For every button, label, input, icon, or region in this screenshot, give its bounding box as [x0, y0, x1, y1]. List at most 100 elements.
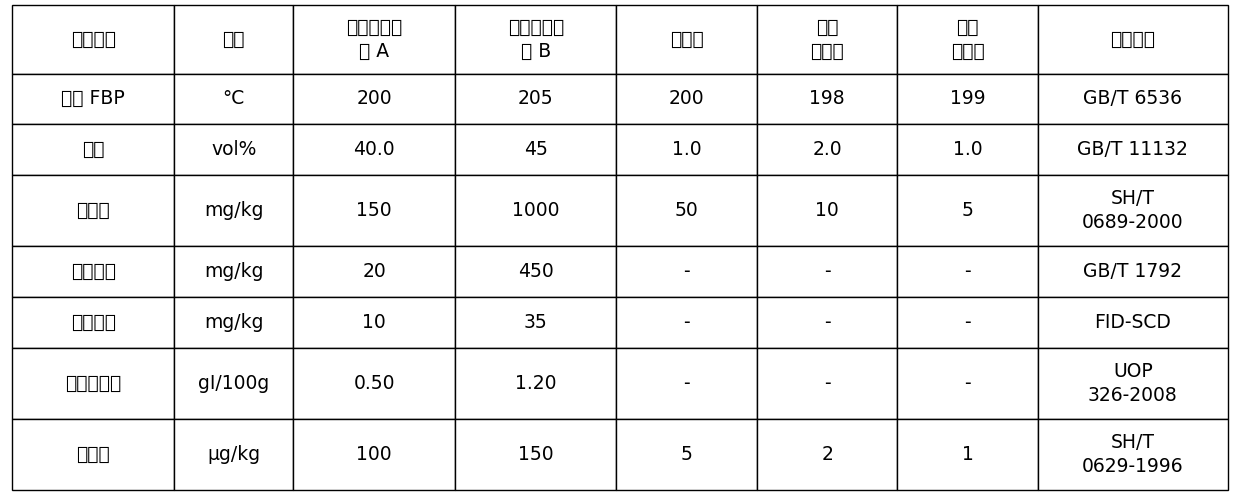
- Bar: [756, 124, 898, 175]
- Text: 205: 205: [518, 90, 553, 108]
- Bar: [455, 175, 616, 246]
- Text: GB/T 6536: GB/T 6536: [1084, 90, 1182, 108]
- Bar: [1038, 419, 1228, 490]
- Text: 198: 198: [810, 90, 844, 108]
- Bar: [294, 5, 455, 74]
- Bar: [898, 124, 1038, 175]
- Bar: [898, 5, 1038, 74]
- Text: μg/kg: μg/kg: [207, 445, 260, 464]
- Text: -: -: [965, 313, 971, 332]
- Bar: [174, 419, 294, 490]
- Text: 45: 45: [523, 140, 548, 159]
- Bar: [174, 297, 294, 348]
- Bar: [294, 175, 455, 246]
- Bar: [756, 348, 898, 419]
- Text: 150: 150: [518, 445, 553, 464]
- Bar: [455, 124, 616, 175]
- Bar: [174, 348, 294, 419]
- Text: mg/kg: mg/kg: [203, 313, 263, 332]
- Text: 噻吩含量: 噻吩含量: [71, 313, 115, 332]
- Text: mg/kg: mg/kg: [203, 262, 263, 281]
- Text: 450: 450: [518, 262, 553, 281]
- Bar: [616, 5, 756, 74]
- Text: 硫含量: 硫含量: [77, 201, 110, 220]
- Text: GB/T 11132: GB/T 11132: [1078, 140, 1188, 159]
- Text: 石脑油: 石脑油: [670, 30, 703, 49]
- Bar: [174, 175, 294, 246]
- Bar: [12, 419, 174, 490]
- Text: -: -: [683, 374, 689, 393]
- Bar: [455, 5, 616, 74]
- Bar: [1038, 348, 1228, 419]
- Bar: [455, 74, 616, 124]
- Bar: [174, 124, 294, 175]
- Text: -: -: [823, 313, 831, 332]
- Text: 硫醇含量: 硫醇含量: [71, 262, 115, 281]
- Text: UOP
326-2008: UOP 326-2008: [1087, 362, 1178, 404]
- Bar: [294, 419, 455, 490]
- Bar: [12, 124, 174, 175]
- Bar: [294, 297, 455, 348]
- Bar: [616, 124, 756, 175]
- Text: -: -: [823, 262, 831, 281]
- Bar: [12, 348, 174, 419]
- Bar: [455, 348, 616, 419]
- Text: 催化裂化汽
油 A: 催化裂化汽 油 A: [346, 18, 402, 60]
- Bar: [1038, 124, 1228, 175]
- Text: 1.20: 1.20: [515, 374, 557, 393]
- Text: °C: °C: [222, 90, 244, 108]
- Text: -: -: [683, 262, 689, 281]
- Text: 馏程 FBP: 馏程 FBP: [61, 90, 125, 108]
- Text: 100: 100: [356, 445, 392, 464]
- Text: 20: 20: [362, 262, 386, 281]
- Bar: [455, 419, 616, 490]
- Text: 199: 199: [950, 90, 986, 108]
- Bar: [616, 74, 756, 124]
- Bar: [174, 74, 294, 124]
- Text: 催化裂化汽
油 B: 催化裂化汽 油 B: [507, 18, 564, 60]
- Text: 200: 200: [668, 90, 704, 108]
- Bar: [174, 246, 294, 297]
- Bar: [174, 5, 294, 74]
- Bar: [12, 246, 174, 297]
- Bar: [756, 74, 898, 124]
- Text: -: -: [965, 262, 971, 281]
- Bar: [756, 175, 898, 246]
- Text: 分析方法: 分析方法: [1110, 30, 1156, 49]
- Text: 10: 10: [816, 201, 839, 220]
- Text: gI/100g: gI/100g: [198, 374, 269, 393]
- Bar: [898, 348, 1038, 419]
- Bar: [756, 246, 898, 297]
- Text: -: -: [683, 313, 689, 332]
- Text: 5: 5: [681, 445, 693, 464]
- Bar: [12, 74, 174, 124]
- Bar: [455, 297, 616, 348]
- Text: -: -: [965, 374, 971, 393]
- Text: 0.50: 0.50: [353, 374, 394, 393]
- Text: -: -: [823, 374, 831, 393]
- Bar: [455, 246, 616, 297]
- Text: 加氢
精制油: 加氢 精制油: [951, 18, 985, 60]
- Bar: [616, 419, 756, 490]
- Bar: [898, 419, 1038, 490]
- Bar: [294, 246, 455, 297]
- Bar: [898, 246, 1038, 297]
- Text: 40.0: 40.0: [353, 140, 396, 159]
- Text: GB/T 1792: GB/T 1792: [1084, 262, 1182, 281]
- Text: 二烯烃含量: 二烯烃含量: [64, 374, 122, 393]
- Text: 单位: 单位: [222, 30, 246, 49]
- Text: 5: 5: [962, 201, 973, 220]
- Text: 35: 35: [523, 313, 548, 332]
- Bar: [294, 74, 455, 124]
- Text: 分析项目: 分析项目: [71, 30, 115, 49]
- Text: mg/kg: mg/kg: [203, 201, 263, 220]
- Text: 1.0: 1.0: [952, 140, 982, 159]
- Text: 1000: 1000: [512, 201, 559, 220]
- Text: 150: 150: [356, 201, 392, 220]
- Bar: [1038, 74, 1228, 124]
- Text: 2.0: 2.0: [812, 140, 842, 159]
- Text: FID-SCD: FID-SCD: [1095, 313, 1172, 332]
- Text: SH/T
0629-1996: SH/T 0629-1996: [1083, 433, 1184, 476]
- Bar: [616, 175, 756, 246]
- Bar: [756, 297, 898, 348]
